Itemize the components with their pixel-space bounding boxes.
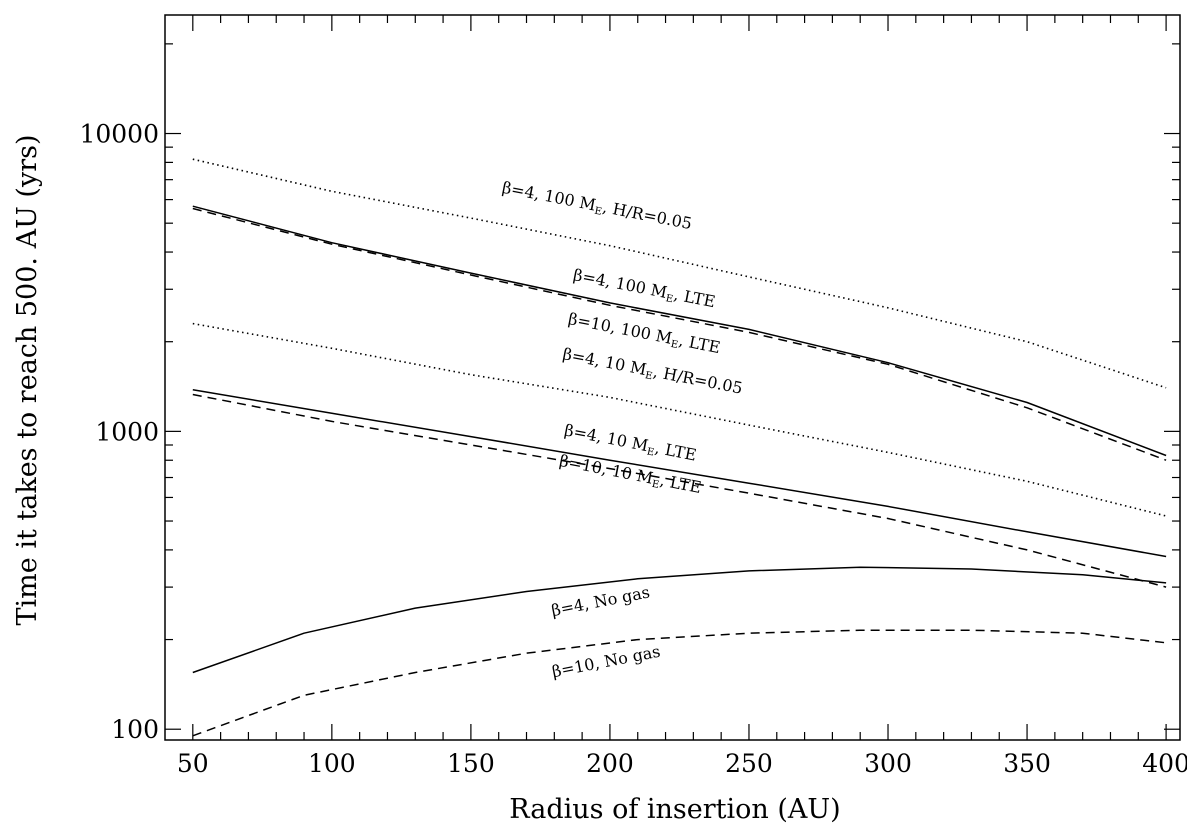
x-tick-label: 100	[308, 749, 356, 778]
annotation-text: β=4, 100 M	[501, 178, 598, 215]
annotation-text: β=10, 10 M	[558, 451, 655, 488]
x-tick-label: 250	[725, 749, 773, 778]
annotation-tail: , LTE	[672, 285, 717, 312]
x-tick-label: 150	[447, 749, 495, 778]
annotation-subscript: E	[670, 339, 679, 351]
series-line-4	[192, 322, 1167, 517]
annotation-subscript: E	[593, 206, 602, 218]
annotation-subscript: E	[651, 479, 660, 491]
x-tick-label: 350	[1003, 749, 1051, 778]
annotation-subscript: E	[665, 293, 674, 305]
series-line-2	[192, 205, 1167, 457]
y-tick-label: 100	[111, 715, 159, 744]
annotation-tail: , LTE	[653, 438, 698, 465]
annotation-tail: , H/R=0.05	[601, 197, 694, 233]
plot-frame	[164, 14, 1181, 741]
series-line-3	[192, 207, 1167, 461]
annotation-label: β=4, 100 ME, LTE	[571, 265, 717, 313]
annotation-text: β=4, 10 M	[563, 420, 650, 455]
annotation-tail: , LTE	[677, 331, 722, 358]
annotation-text: β=4, 10 M	[561, 344, 648, 379]
y-tick-label: 10000	[79, 120, 159, 149]
annotation-text: β=4, 100 M	[572, 265, 669, 302]
x-tick-label: 300	[864, 749, 912, 778]
axes: 50 100 150 200 250 300 350 400 100 1000 10000	[79, 14, 1187, 778]
annotation-subscript: E	[644, 370, 653, 382]
annotation-subscript: E	[646, 446, 655, 458]
series-line-6	[192, 393, 1167, 588]
y-axis-title: Time it takes to reach 500. AU (yrs)	[12, 135, 43, 626]
series-line-5	[192, 388, 1167, 558]
y-tick-label: 1000	[95, 417, 159, 446]
x-tick-label: 50	[177, 749, 209, 778]
x-tick-label: 200	[586, 749, 634, 778]
annotation-label: β=4, 100 ME, H/R=0.05	[500, 178, 693, 235]
series-line-1	[192, 158, 1167, 389]
annotation-text: β=10, 100 M	[567, 309, 674, 348]
annotation-label: β=10, No gas	[550, 642, 662, 682]
series-line-7	[192, 566, 1167, 674]
x-axis-title: Radius of insertion (AU)	[509, 794, 840, 825]
annotation-text: β=4, No gas	[550, 582, 652, 620]
series-layer	[192, 158, 1167, 737]
annotation-tail: , H/R=0.05	[652, 362, 745, 398]
series-line-8	[192, 629, 1167, 737]
annotations: β=4, 100 ME, H/R=0.05β=4, 100 ME, LTEβ=1…	[500, 178, 745, 682]
annotation-text: β=10, No gas	[550, 642, 662, 682]
x-tick-label: 400	[1142, 749, 1187, 778]
annotation-label: β=4, No gas	[550, 582, 652, 620]
